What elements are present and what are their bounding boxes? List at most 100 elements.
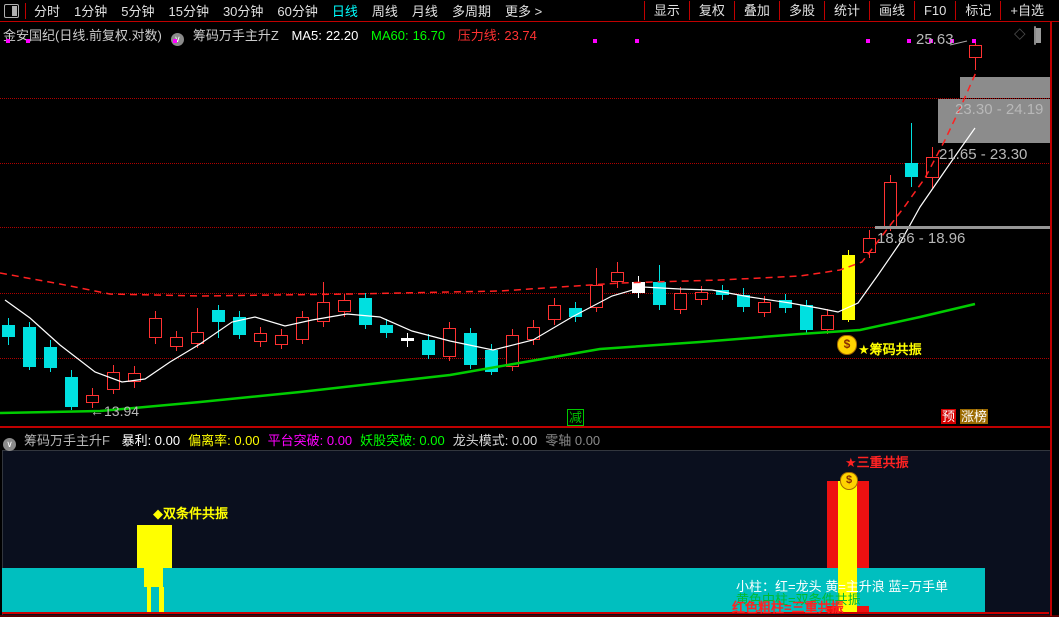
candle-body-u [86, 395, 99, 403]
menu-item-tool-5[interactable]: 统计 [823, 1, 869, 20]
candle-body-u [275, 335, 288, 345]
candle-body-j [632, 282, 645, 293]
candle-body-j [401, 338, 414, 341]
legend-yellow-bar: 黄色中柱=双条件共振 [736, 592, 861, 607]
layout-pane-icon[interactable] [4, 3, 19, 18]
candle-body-d [737, 295, 750, 307]
chip-resonance-label: ★筹码共振 [858, 342, 922, 357]
main-indicator-name[interactable]: 筹码万手主升Z [192, 28, 279, 43]
legend-red-bar: 红色粗柱=三重共振 [732, 600, 844, 615]
signal-dot [593, 39, 597, 43]
menu-item-period-7[interactable]: 日线 [331, 4, 358, 19]
pressure-line [0, 69, 978, 297]
menu-item-period-11[interactable]: 更多 > [504, 4, 543, 19]
signal-dot [929, 39, 933, 43]
candle-body-u [674, 293, 687, 310]
candle-body-d [380, 325, 393, 333]
reduction-marker[interactable]: 减 [567, 409, 585, 426]
menu-item-tool-4[interactable]: 多股 [778, 1, 824, 20]
gridline [0, 98, 1049, 99]
moneybag-icon: $ [840, 472, 858, 490]
gridline [0, 358, 1049, 359]
candle-body-u [338, 300, 351, 312]
signal-dot [972, 39, 976, 43]
menu-item-tool-9[interactable]: +自选 [1000, 1, 1053, 20]
menu-item-tool-3[interactable]: 叠加 [733, 1, 779, 20]
pressure-value: 23.74 [504, 28, 537, 43]
candle-body-u [128, 373, 141, 382]
triple-bar-foot-right [857, 606, 869, 613]
menu-item-period-3[interactable]: 5分钟 [121, 4, 155, 19]
menu-item-tool-1[interactable]: 显示 [643, 1, 689, 20]
ma5-label: MA5: [291, 28, 322, 43]
signal-dot [866, 39, 870, 43]
sub-indicator-fields: 暴利: 0.00 偏离率: 0.00 平台突破: 0.00 妖股突破: 0.00 龙头模… [122, 433, 609, 448]
signal-dot [6, 39, 10, 43]
candle-body-d [44, 347, 57, 368]
sub-indicator-name[interactable]: 筹码万手主升F [24, 433, 110, 448]
candle-body-d [65, 377, 78, 407]
chevron-down-icon[interactable]: ∨ [3, 438, 16, 451]
split-pane-icon[interactable] [1034, 26, 1041, 45]
ma60-line [0, 302, 976, 415]
menu-item-period-9[interactable]: 月线 [411, 4, 438, 19]
stock-title[interactable]: 金安国纪(日线.前复权.对数) [3, 28, 162, 43]
right-axis-border [1050, 21, 1052, 616]
ma60-label: MA60: [370, 28, 409, 43]
rank-marker[interactable]: 涨榜 [960, 409, 989, 424]
triple-signal-label: ★三重共振 [845, 455, 909, 470]
peak-annotation-line [949, 40, 968, 46]
pre-alert-marker[interactable]: 预 [941, 409, 957, 424]
peak-price-label: 25.63 [916, 31, 954, 48]
ma5-line [4, 127, 976, 383]
candle-body-u [821, 315, 834, 330]
diamond-icon[interactable]: ◇ [1014, 25, 1026, 42]
tools-menu: 显示 复权 叠加 多股 统计 画线 F10 标记 +自选 [643, 0, 1053, 21]
chart-title-row: 金安国纪(日线.前复权.对数) ∨ 筹码万手主升Z MA5: 22.20 MA60: 1… [3, 25, 546, 46]
panel-zero-line [2, 612, 1049, 614]
candle-body-d [2, 325, 15, 337]
ma60-value: 16.70 [412, 28, 446, 43]
pressure-label: 压力线: [457, 28, 501, 43]
menu-item-tool-7[interactable]: F10 [913, 1, 955, 20]
menu-item-period-4[interactable]: 15分钟 [168, 4, 209, 19]
gridline [0, 293, 1049, 294]
dual-signal-label: ◆双条件共振 [153, 506, 228, 521]
candle-body-u [758, 302, 771, 313]
candle-body-d [23, 327, 36, 367]
triple-resonance-bar-yellow [838, 481, 857, 613]
period-menu: 分时 1分钟 5分钟 15分钟 30分钟 60分钟 日线 周线 月线 多周期 更多 > [34, 1, 542, 20]
candle-body-s [842, 255, 855, 320]
chart-bottom-divider [0, 426, 1051, 428]
candle-body-u [926, 157, 939, 178]
menu-item-period-6[interactable]: 60分钟 [277, 4, 318, 19]
menu-item-period-5[interactable]: 30分钟 [222, 4, 264, 19]
dual-condition-bar-mid [144, 568, 163, 587]
candle-body-u [548, 305, 561, 320]
signal-dot [173, 39, 177, 43]
menu-item-tool-2[interactable]: 复权 [688, 1, 734, 20]
zone-lower-label: 18.86 - 18.96 [877, 230, 966, 247]
dual-condition-bar-edge-right [159, 587, 164, 613]
menu-item-period-1[interactable]: 分时 [34, 4, 61, 19]
window-bottom-edge [0, 615, 1059, 617]
candle-body-d [212, 310, 225, 322]
signal-dot [907, 39, 911, 43]
candle-body-u [170, 337, 183, 347]
supply-zone-upper-box [960, 77, 1051, 98]
menu-item-period-2[interactable]: 1分钟 [74, 4, 108, 19]
menu-item-period-8[interactable]: 周线 [371, 4, 398, 19]
menu-item-tool-8[interactable]: 标记 [955, 1, 1000, 20]
zone-mid-label: 21.65 - 23.30 [939, 146, 1028, 163]
candle-body-u [969, 45, 982, 58]
dual-condition-bar-wide [137, 525, 172, 568]
menu-item-period-10[interactable]: 多周期 [451, 4, 491, 19]
menu-item-tool-6[interactable]: 画线 [868, 1, 914, 20]
gridline [0, 163, 1049, 164]
supply-zone-mid-box [938, 99, 1051, 143]
menu-separator [25, 2, 26, 19]
candle-wick [911, 123, 912, 187]
sub-indicator-row: ∨ 筹码万手主升F 暴利: 0.00 偏离率: 0.00 平台突破: 0.00 妖股突破… [3, 430, 616, 451]
